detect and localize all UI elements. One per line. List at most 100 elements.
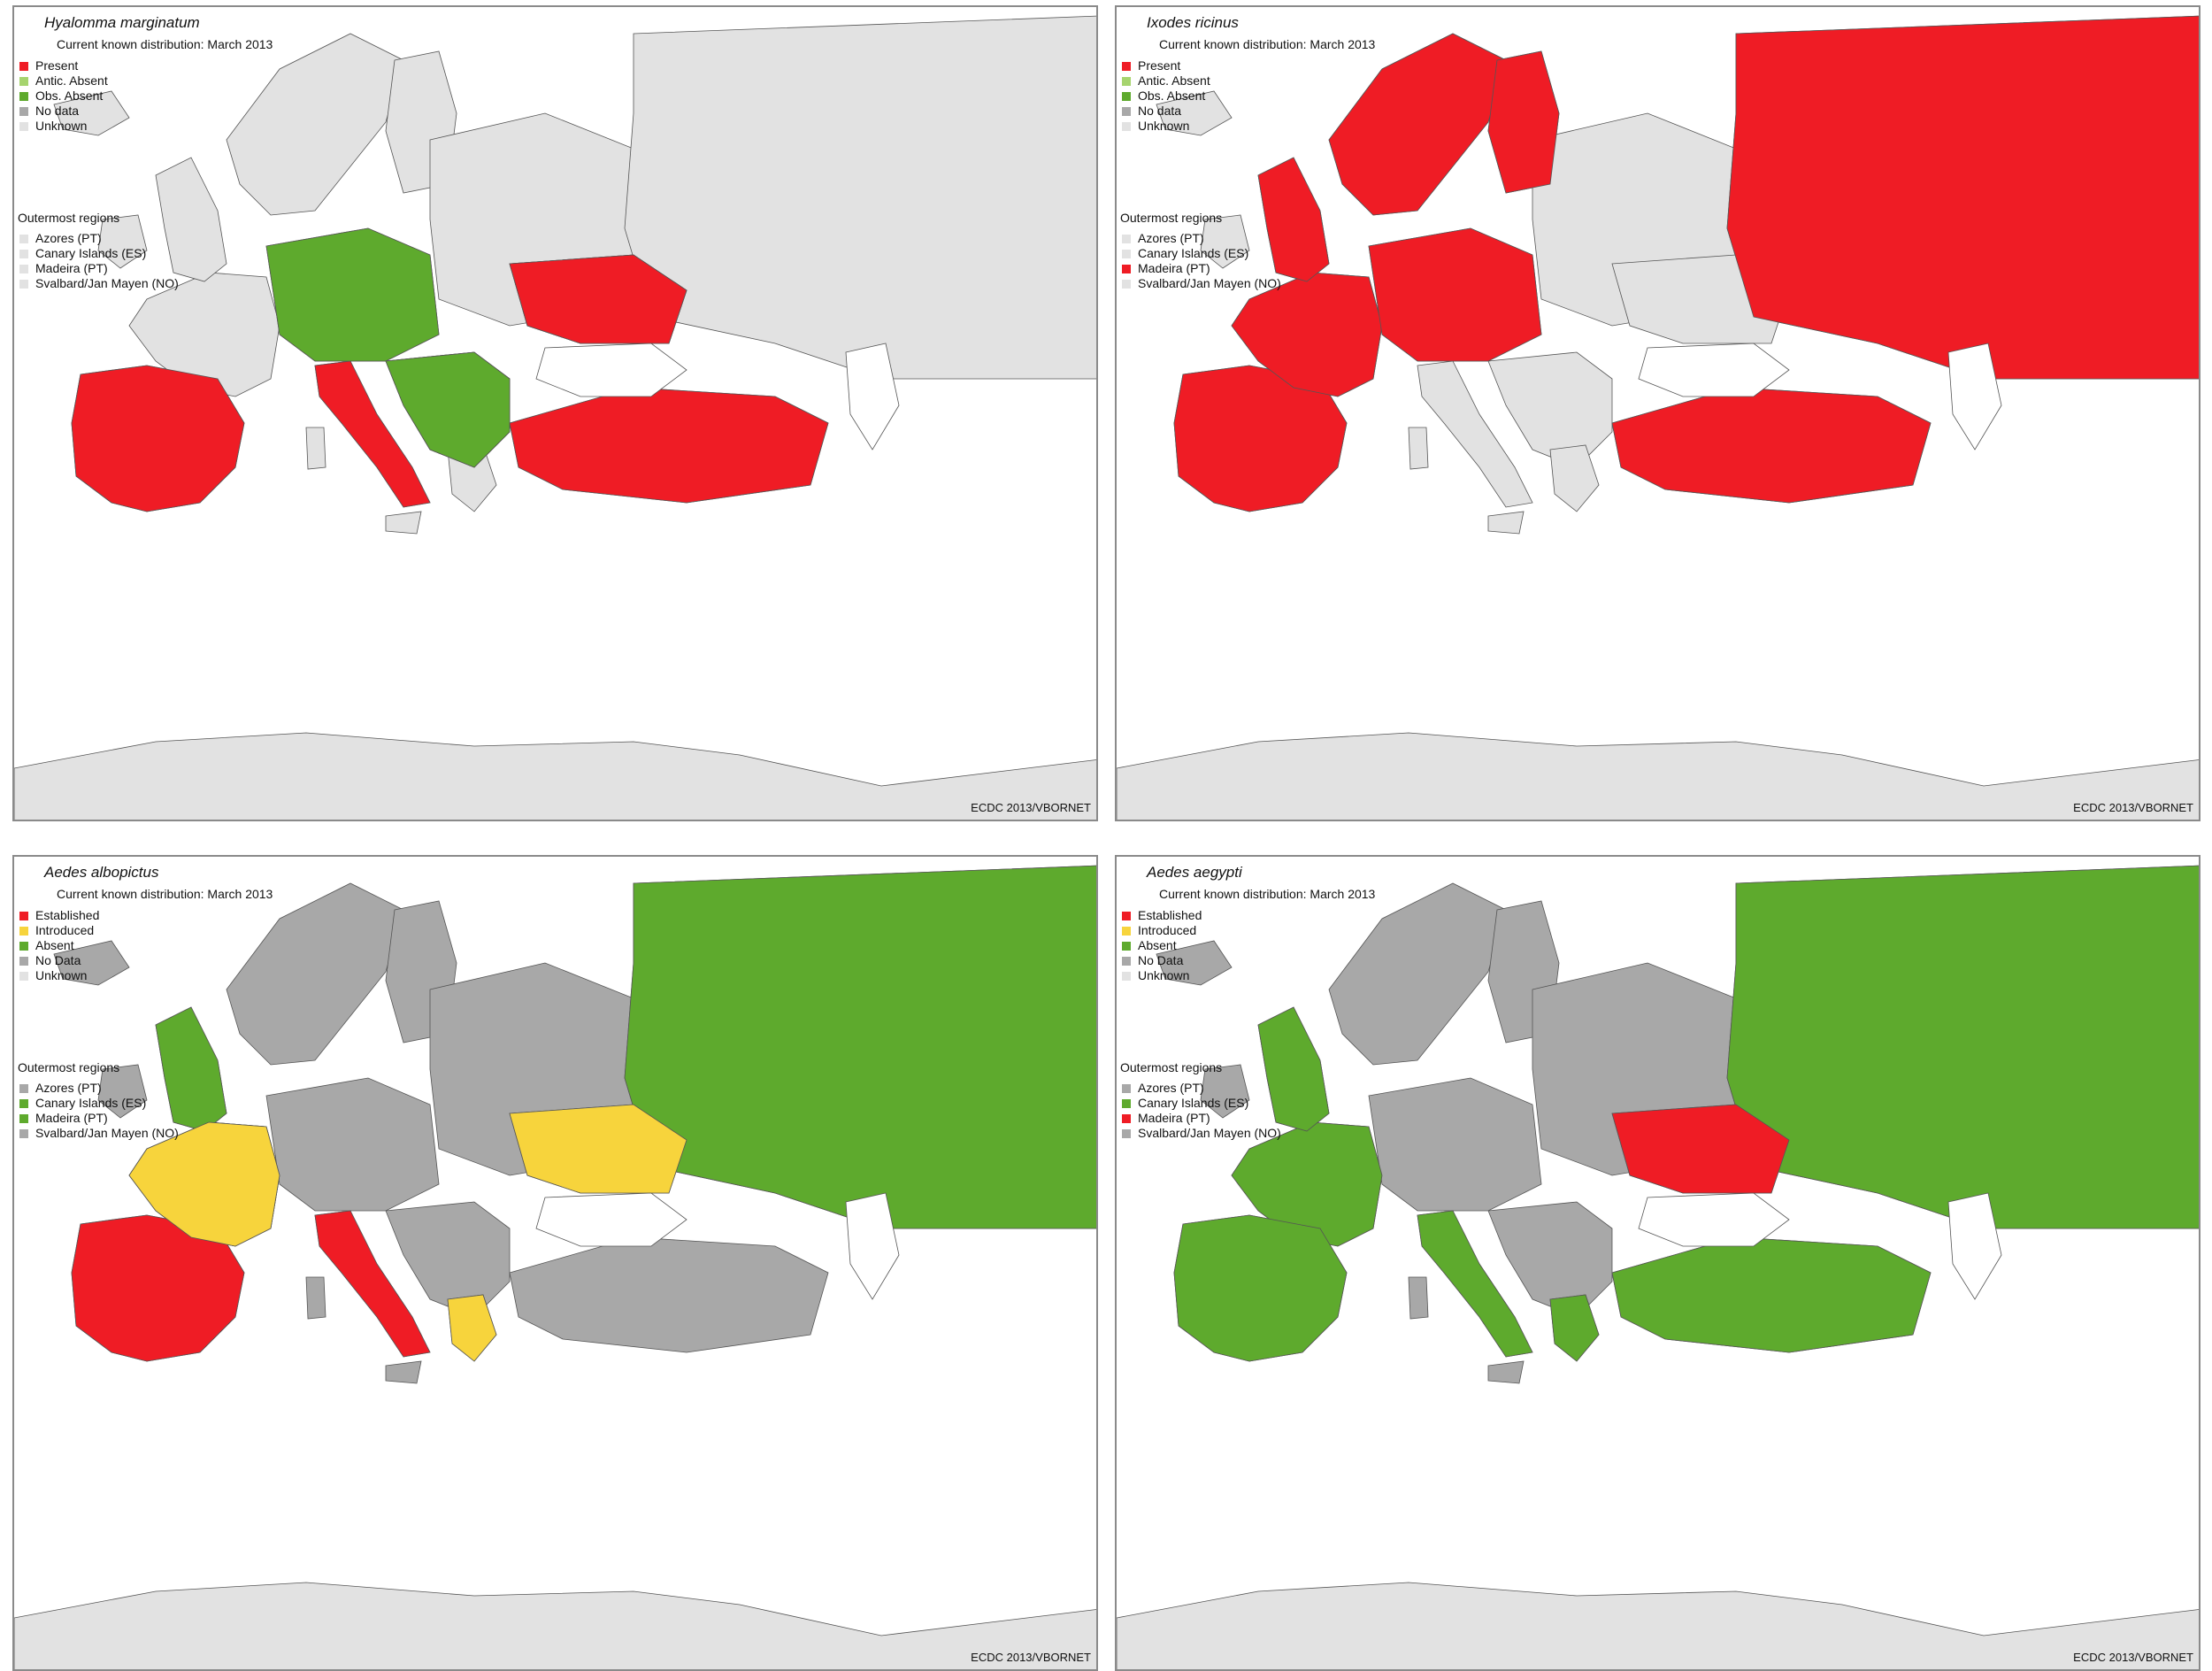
black-sea <box>1638 1192 1790 1247</box>
region-iberia <box>1173 1214 1348 1362</box>
legend-swatch <box>1122 927 1131 936</box>
ireland-region <box>97 1064 148 1119</box>
outermost-item: Azores (PT) <box>1117 1081 1382 1096</box>
legend-swatch <box>19 927 28 936</box>
legend-swatch <box>1122 942 1131 951</box>
legend: Established Introduced Absent No Data Un… <box>14 908 244 983</box>
legend: Present Antic. Absent Obs. Absent No dat… <box>1117 58 1347 134</box>
europe-map <box>14 15 1096 820</box>
region-central-europe <box>1368 227 1542 362</box>
map-credit: ECDC 2013/VBORNET <box>2073 801 2193 814</box>
outermost-regions-legend: Azores (PT) Canary Islands (ES) Madeira … <box>14 231 280 291</box>
ireland-region <box>97 214 148 269</box>
region-greece <box>447 1294 497 1362</box>
region-turkey <box>509 387 829 504</box>
sardinia-region <box>305 1276 326 1320</box>
sicily-region <box>385 511 422 535</box>
region-finland <box>1487 50 1560 194</box>
scandinavia-region <box>226 882 404 1066</box>
outermost-regions-legend: Azores (PT) Canary Islands (ES) Madeira … <box>14 1081 280 1141</box>
legend-swatch <box>19 1129 28 1138</box>
iceland-region <box>1156 940 1233 986</box>
central-region <box>265 1077 440 1212</box>
region-british-isles <box>1257 1006 1330 1132</box>
sicily-region <box>1487 511 1525 535</box>
region-southern-france <box>128 1121 280 1247</box>
legend-swatch <box>19 77 28 86</box>
france-region <box>128 272 280 397</box>
map-panel-hyalomma: Hyalomma marginatum Current known distri… <box>12 5 1098 821</box>
map-title: Aedes aegypti <box>1147 864 1242 881</box>
region-hungary <box>385 351 511 468</box>
region-russia <box>624 865 1096 1229</box>
legend-item: Introduced <box>14 923 244 938</box>
legend-item: Unknown <box>14 968 244 983</box>
region-france <box>1231 1121 1383 1247</box>
balkans-region <box>385 1201 511 1318</box>
region-italy <box>314 360 431 508</box>
europe-map <box>1117 865 2199 1669</box>
balkans-region <box>1487 1201 1613 1318</box>
central-region <box>1368 1077 1542 1212</box>
legend-swatch <box>19 265 28 273</box>
legend-swatch <box>1122 972 1131 981</box>
legend: Established Introduced Absent No Data Un… <box>1117 908 1347 983</box>
legend-swatch <box>1122 957 1131 966</box>
black-sea <box>535 343 687 397</box>
legend-swatch <box>1122 912 1131 920</box>
legend-swatch <box>19 1084 28 1093</box>
sardinia-region <box>305 427 326 470</box>
outermost-item: Svalbard/Jan Mayen (NO) <box>1117 1126 1382 1141</box>
legend-swatch <box>1122 235 1131 243</box>
greece-region <box>1549 444 1600 512</box>
legend-swatch <box>1122 1099 1131 1108</box>
iceland-region <box>1156 90 1233 136</box>
sicily-region <box>385 1360 422 1384</box>
sardinia-region <box>1408 427 1429 470</box>
outermost-item: Azores (PT) <box>14 231 280 246</box>
africa-region <box>1117 732 2199 820</box>
region-british-isles <box>1257 157 1330 282</box>
legend-swatch <box>19 92 28 101</box>
outermost-item: Madeira (PT) <box>14 261 280 276</box>
legend-item: Obs. Absent <box>14 89 244 104</box>
legend-item: Absent <box>1117 938 1347 953</box>
black-sea <box>1638 343 1790 397</box>
iceland-region <box>53 940 130 986</box>
legend-swatch <box>1122 280 1131 289</box>
scandinavia-region <box>226 33 404 216</box>
legend: Present Antic. Absent Obs. Absent No dat… <box>14 58 244 134</box>
region-czech-republic <box>265 227 440 362</box>
map-title: Aedes albopictus <box>44 864 159 881</box>
outermost-item: Canary Islands (ES) <box>14 1096 280 1111</box>
legend-item: Present <box>14 58 244 73</box>
legend-swatch <box>19 107 28 116</box>
legend-swatch <box>19 280 28 289</box>
outermost-regions-legend: Azores (PT) Canary Islands (ES) Madeira … <box>1117 1081 1382 1141</box>
region-northern-russia <box>1726 15 2199 380</box>
europe-map <box>14 865 1096 1669</box>
balkans-region <box>1487 351 1613 468</box>
legend-item: Introduced <box>1117 923 1347 938</box>
legend-swatch <box>19 250 28 258</box>
legend-swatch <box>1122 265 1131 273</box>
outermost-item: Azores (PT) <box>1117 231 1382 246</box>
map-title: Hyalomma marginatum <box>44 14 200 31</box>
region-british-isles <box>155 1006 227 1132</box>
region-iberia <box>71 365 245 512</box>
iceland-region <box>53 90 130 136</box>
legend-item: Unknown <box>1117 119 1347 134</box>
outermost-item: Madeira (PT) <box>1117 261 1382 276</box>
outermost-item: Canary Islands (ES) <box>1117 1096 1382 1111</box>
sicily-region <box>1487 1360 1525 1384</box>
legend-item: No Data <box>1117 953 1347 968</box>
region-france <box>1231 272 1383 397</box>
region-turkey-coast <box>1611 1236 1932 1353</box>
region-russia <box>1726 865 2199 1229</box>
outermost-item: Canary Islands (ES) <box>1117 246 1382 261</box>
outermost-regions-title: Outermost regions <box>18 1060 120 1074</box>
legend-item: No Data <box>14 953 244 968</box>
map-panel-aedes-aegypti: Aedes aegypti Current known distribution… <box>1115 855 2200 1671</box>
region-turkey <box>1611 387 1932 504</box>
map-credit: ECDC 2013/VBORNET <box>971 801 1091 814</box>
